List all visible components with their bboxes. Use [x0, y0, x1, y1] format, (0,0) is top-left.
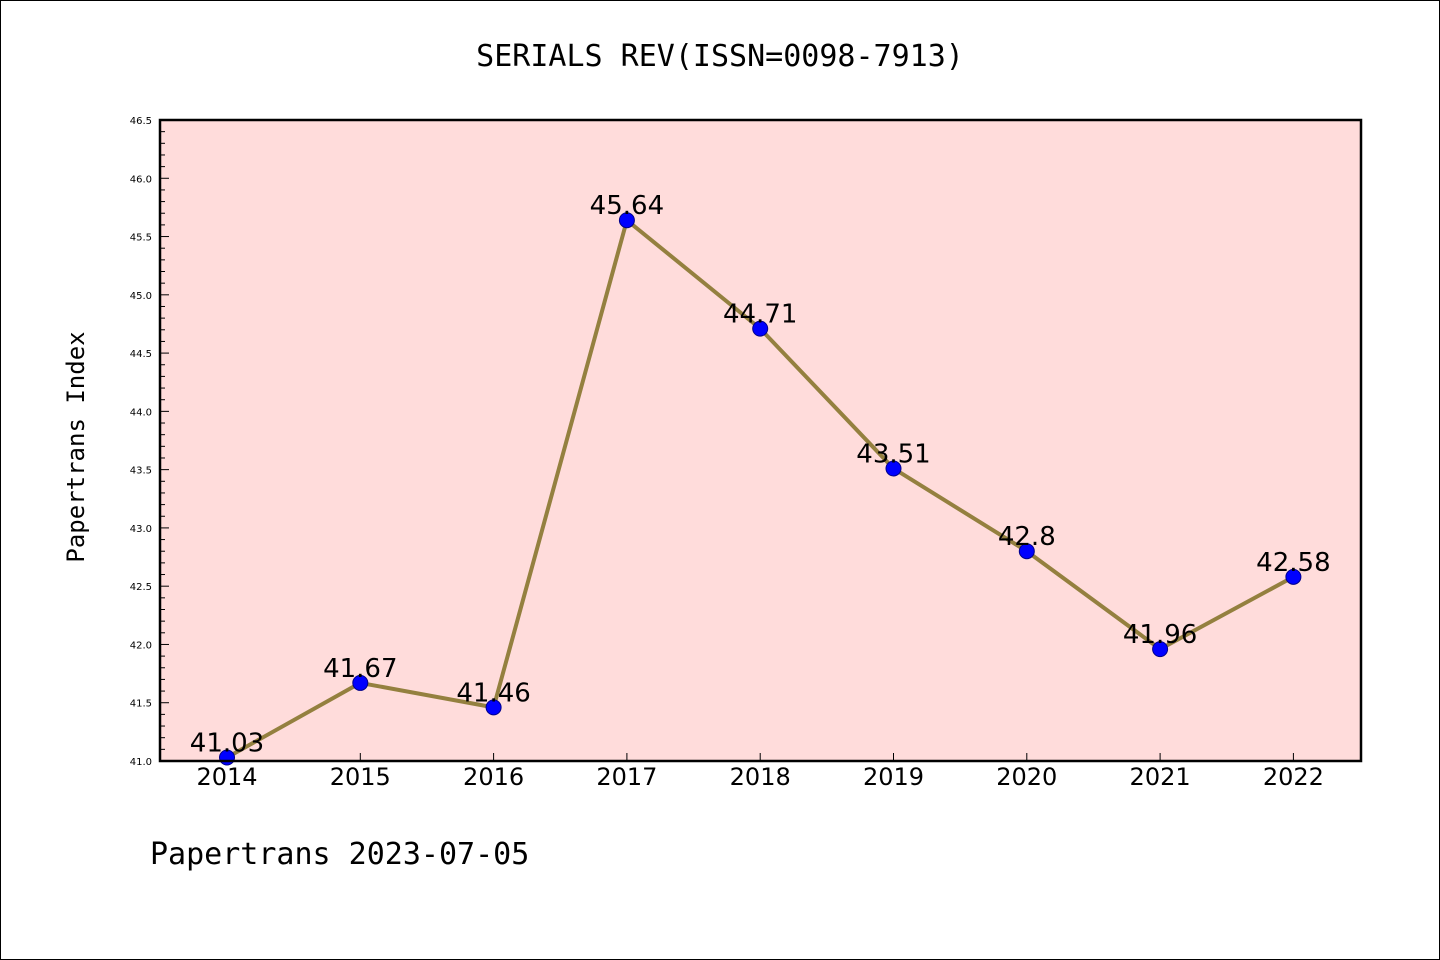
- y-tick-label: 42.5: [130, 582, 152, 593]
- data-markers: [219, 212, 1302, 766]
- y-tick-label: 41.0: [130, 757, 152, 768]
- data-label: 41.46: [456, 678, 530, 708]
- data-label: 44.71: [723, 300, 797, 330]
- y-axis-label: Papertrans Index: [62, 331, 90, 562]
- y-tick-label: 44.5: [130, 349, 152, 360]
- y-tick-label: 41.5: [130, 699, 152, 710]
- data-point: [618, 212, 635, 229]
- x-tick-label: 2021: [1130, 763, 1191, 791]
- data-label: 41.96: [1123, 620, 1197, 650]
- x-tick-label: 2020: [996, 763, 1057, 791]
- footer-text: Papertrans 2023-07-05: [150, 837, 529, 872]
- y-tick-label: 45.0: [130, 291, 152, 302]
- data-label: 41.67: [323, 654, 397, 684]
- data-label: 43.51: [856, 439, 930, 469]
- y-tick-label: 45.5: [130, 233, 152, 244]
- x-tick-label: 2018: [730, 763, 791, 791]
- y-tick-label: 46.0: [130, 174, 152, 185]
- data-point: [752, 320, 769, 337]
- y-tick-label: 44.0: [130, 407, 152, 418]
- data-labels: 41.03 41.67 41.46 45.64 44.71 43.51 42.8 41.96 4…: [190, 191, 1331, 758]
- data-label: 42.8: [998, 522, 1056, 552]
- y-axis: 41.0 41.5 42.0 42.5 43.0 43.5 44.0 44.5 45.0 45.5…: [130, 116, 169, 768]
- y-tick-label: 42.0: [130, 640, 152, 651]
- x-tick-label: 2015: [330, 763, 391, 791]
- x-tick-label: 2017: [596, 763, 657, 791]
- x-tick-label: 2016: [463, 763, 524, 791]
- data-label: 45.64: [590, 191, 664, 221]
- x-axis: 2014 2015 2016 2017 2018 2019 2020 2021 2022: [196, 753, 1324, 791]
- y-tick-label: 46.5: [130, 116, 152, 127]
- data-point: [485, 699, 502, 716]
- data-point: [1285, 568, 1302, 585]
- data-point: [1018, 543, 1035, 560]
- plot-border: [158, 118, 1363, 763]
- chart-title: SERIALS REV(ISSN=0098-7913): [476, 39, 964, 74]
- data-label: 42.58: [1256, 548, 1330, 578]
- data-point: [1152, 641, 1169, 658]
- data-point: [885, 460, 902, 477]
- y-tick-label: 43.0: [130, 524, 152, 535]
- y-tick-label: 43.5: [130, 466, 152, 477]
- data-point: [352, 674, 369, 691]
- x-tick-label: 2014: [196, 763, 257, 791]
- x-tick-label: 2019: [863, 763, 924, 791]
- x-tick-label: 2022: [1263, 763, 1324, 791]
- data-label: 41.03: [190, 729, 264, 759]
